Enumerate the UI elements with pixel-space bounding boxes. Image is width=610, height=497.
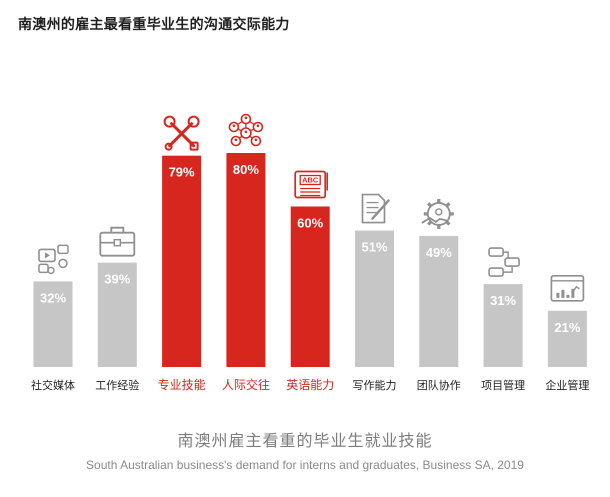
data-label-7: 49% [426, 245, 452, 260]
category-label-8: 项目管理 [481, 378, 525, 392]
category-label-3: 专业技能 [158, 377, 206, 392]
category-label-9: 企业管理 [545, 378, 589, 392]
data-label-5: 60% [297, 216, 323, 231]
briefcase-icon [99, 226, 136, 257]
writing-icon [361, 193, 390, 224]
source-caption: South Australian business's demand for i… [86, 458, 524, 472]
category-label-6: 写作能力 [353, 378, 397, 392]
data-label-8: 31% [490, 293, 516, 308]
category-label-7: 团队协作 [417, 378, 461, 392]
chart-title: 南澳州的雇主最看重毕业生的沟通交际能力 [18, 17, 290, 33]
category-label-4: 人际交往 [222, 377, 270, 392]
data-label-6: 51% [361, 240, 387, 255]
bar-7 [419, 235, 459, 367]
bar-5 [290, 206, 330, 367]
network-people-icon [228, 113, 264, 147]
data-label-4: 80% [233, 162, 259, 177]
data-label-9: 21% [554, 320, 580, 335]
footer-title: 南澳州雇主看重的毕业生就业技能 [177, 431, 433, 450]
social-media-icon [38, 244, 69, 275]
category-label-5: 英语能力 [286, 378, 334, 392]
svg-text:ABC: ABC [302, 176, 319, 185]
bar-chart: 32% 社交媒体 39% 工作经验 79% 专业技能 80% 人际交往 60% ABC 英语能力 51… [31, 113, 589, 392]
abc-book-icon: ABC [294, 170, 329, 199]
data-label-1: 32% [40, 290, 66, 305]
bar-3 [162, 155, 202, 367]
bar-9 [547, 310, 587, 367]
teamwork-gear-icon [421, 198, 454, 229]
bar-4 [226, 153, 266, 367]
dashboard-icon [550, 274, 585, 302]
category-label-1: 社交媒体 [31, 378, 75, 392]
data-label-2: 39% [104, 272, 130, 287]
data-label-3: 79% [169, 165, 195, 180]
category-label-2: 工作经验 [95, 378, 139, 392]
tools-icon [163, 115, 200, 151]
bar-1 [33, 281, 73, 367]
bar-6 [355, 230, 394, 367]
project-flow-icon [488, 247, 520, 277]
bar-8 [483, 284, 523, 367]
bar-2 [97, 262, 137, 367]
